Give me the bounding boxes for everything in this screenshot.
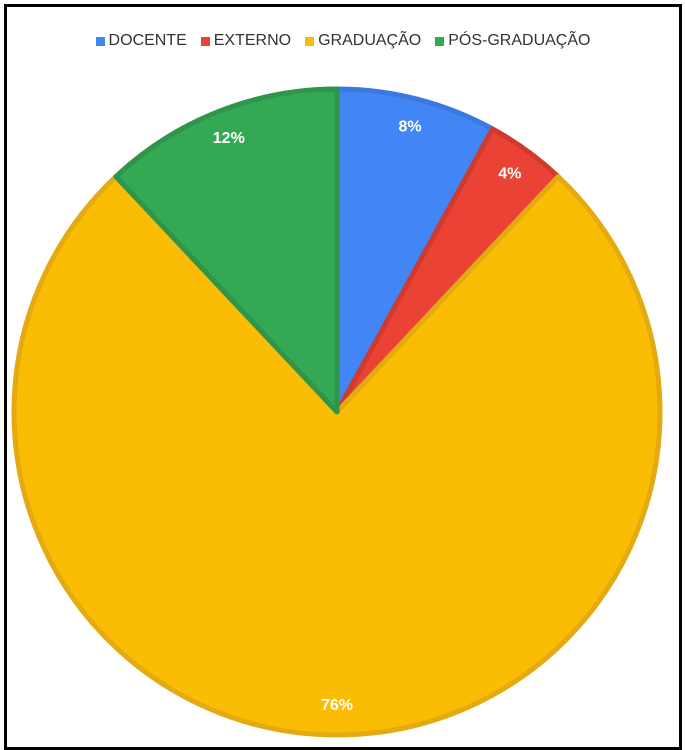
legend-label-graduacao: GRADUAÇÃO: [318, 32, 422, 49]
legend-label-docente: DOCENTE: [108, 32, 187, 49]
pie-chart: 8% 4% 76% 12%: [11, 86, 663, 738]
slice-label-graduacao: 76%: [321, 697, 353, 714]
legend-label-pos-graduacao: PÓS-GRADUAÇÃO: [448, 32, 591, 49]
legend-item-externo[interactable]: EXTERNO: [200, 32, 292, 50]
legend-swatch-externo: [200, 36, 210, 46]
pie-slice-pos-graduacao[interactable]: [113, 86, 340, 415]
legend-swatch-docente: [95, 36, 105, 46]
slice-label-docente: 8%: [399, 119, 422, 136]
legend-swatch-pos-graduacao: [435, 36, 445, 46]
legend-label-externo: EXTERNO: [213, 32, 292, 49]
chart-legend: DOCENTE EXTERNO GRADUAÇÃO PÓS-GRADUAÇÃO: [7, 31, 679, 51]
legend-swatch-graduacao: [305, 36, 315, 46]
legend-item-pos-graduacao[interactable]: PÓS-GRADUAÇÃO: [435, 32, 590, 50]
legend-item-graduacao[interactable]: GRADUAÇÃO: [305, 32, 421, 50]
legend-item-docente[interactable]: DOCENTE: [95, 32, 187, 50]
pie-slice-docente[interactable]: [334, 86, 496, 415]
chart-frame: DOCENTE EXTERNO GRADUAÇÃO PÓS-GRADUAÇÃO …: [4, 4, 682, 750]
slice-label-externo: 4%: [498, 165, 521, 182]
slice-label-pos-graduacao: 12%: [213, 130, 245, 147]
pie-slice-graduacao[interactable]: [11, 174, 663, 738]
